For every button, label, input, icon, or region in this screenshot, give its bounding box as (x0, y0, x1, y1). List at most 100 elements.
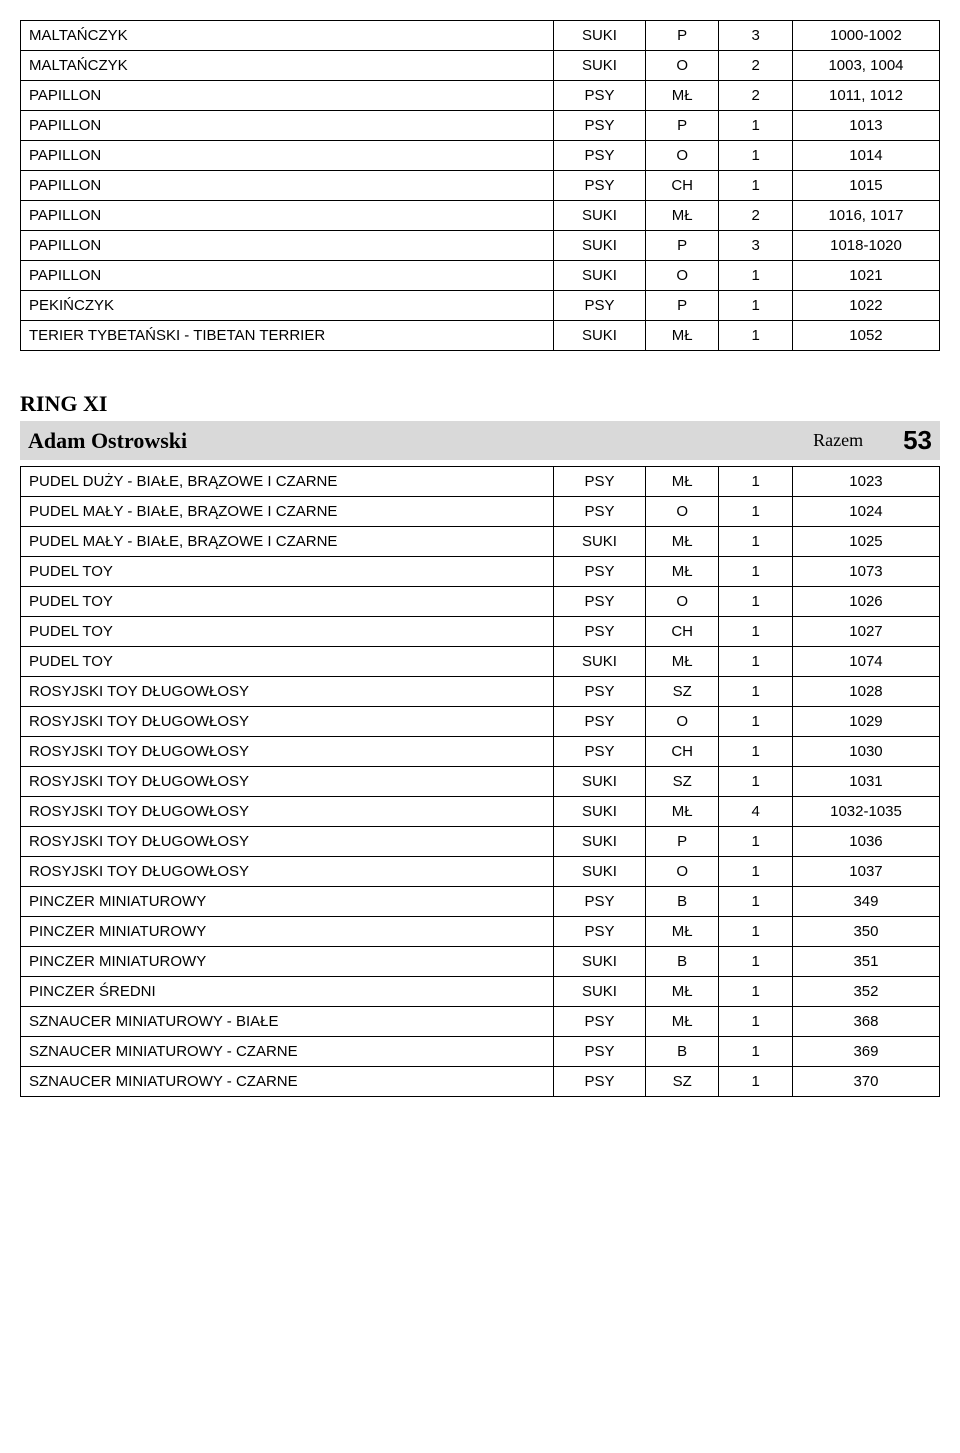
sex-cell: PSY (554, 81, 646, 111)
number-cell: 1018-1020 (792, 231, 939, 261)
breed-cell: PAPILLON (21, 201, 554, 231)
sex-cell: PSY (554, 171, 646, 201)
count-cell: 1 (719, 497, 793, 527)
number-cell: 1030 (792, 737, 939, 767)
class-cell: MŁ (645, 797, 719, 827)
sex-cell: PSY (554, 887, 646, 917)
count-cell: 1 (719, 917, 793, 947)
breed-cell: PAPILLON (21, 141, 554, 171)
table-row: PAPILLONPSYCH11015 (21, 171, 940, 201)
sex-cell: SUKI (554, 51, 646, 81)
number-cell: 1003, 1004 (792, 51, 939, 81)
breed-cell: ROSYJSKI TOY DŁUGOWŁOSY (21, 677, 554, 707)
breed-cell: PINCZER MINIATUROWY (21, 887, 554, 917)
breed-cell: SZNAUCER MINIATUROWY - CZARNE (21, 1067, 554, 1097)
breed-cell: PINCZER MINIATUROWY (21, 917, 554, 947)
judge-total: 53 (903, 425, 932, 456)
table-row: PUDEL MAŁY - BIAŁE, BRĄZOWE I CZARNEPSYO… (21, 497, 940, 527)
number-cell: 370 (792, 1067, 939, 1097)
ring-section-header: RING XI Adam Ostrowski Razem 53 (20, 391, 940, 460)
class-cell: O (645, 51, 719, 81)
count-cell: 1 (719, 677, 793, 707)
breed-cell: PUDEL MAŁY - BIAŁE, BRĄZOWE I CZARNE (21, 527, 554, 557)
number-cell: 1015 (792, 171, 939, 201)
table-row: PUDEL DUŻY - BIAŁE, BRĄZOWE I CZARNEPSYM… (21, 467, 940, 497)
sex-cell: PSY (554, 737, 646, 767)
number-cell: 351 (792, 947, 939, 977)
number-cell: 1028 (792, 677, 939, 707)
table-row: PINCZER MINIATUROWYPSYMŁ1350 (21, 917, 940, 947)
table-row: SZNAUCER MINIATUROWY - CZARNEPSYB1369 (21, 1037, 940, 1067)
class-cell: P (645, 827, 719, 857)
table-row: ROSYJSKI TOY DŁUGOWŁOSYSUKIP11036 (21, 827, 940, 857)
class-cell: MŁ (645, 557, 719, 587)
breed-cell: SZNAUCER MINIATUROWY - CZARNE (21, 1037, 554, 1067)
table-row: PINCZER ŚREDNISUKIMŁ1352 (21, 977, 940, 1007)
breed-cell: PEKIŃCZYK (21, 291, 554, 321)
count-cell: 1 (719, 321, 793, 351)
class-cell: MŁ (645, 977, 719, 1007)
count-cell: 1 (719, 587, 793, 617)
class-cell: P (645, 111, 719, 141)
count-cell: 2 (719, 201, 793, 231)
class-cell: B (645, 1037, 719, 1067)
class-cell: O (645, 261, 719, 291)
class-cell: CH (645, 737, 719, 767)
count-cell: 1 (719, 1007, 793, 1037)
table-row: PUDEL TOYPSYCH11027 (21, 617, 940, 647)
count-cell: 1 (719, 857, 793, 887)
number-cell: 1031 (792, 767, 939, 797)
breed-cell: ROSYJSKI TOY DŁUGOWŁOSY (21, 707, 554, 737)
breed-cell: PAPILLON (21, 231, 554, 261)
class-cell: O (645, 857, 719, 887)
sex-cell: PSY (554, 111, 646, 141)
count-cell: 1 (719, 557, 793, 587)
count-cell: 1 (719, 527, 793, 557)
sex-cell: SUKI (554, 857, 646, 887)
count-cell: 4 (719, 797, 793, 827)
table-row: PAPILLONPSYP11013 (21, 111, 940, 141)
breed-cell: PAPILLON (21, 81, 554, 111)
count-cell: 1 (719, 947, 793, 977)
table-row: PAPILLONPSYO11014 (21, 141, 940, 171)
number-cell: 1074 (792, 647, 939, 677)
table-row: MALTAŃCZYKSUKIO21003, 1004 (21, 51, 940, 81)
class-cell: SZ (645, 767, 719, 797)
count-cell: 1 (719, 111, 793, 141)
class-cell: CH (645, 617, 719, 647)
breed-cell: MALTAŃCZYK (21, 21, 554, 51)
class-cell: B (645, 947, 719, 977)
sex-cell: SUKI (554, 21, 646, 51)
sex-cell: SUKI (554, 647, 646, 677)
breed-cell: PUDEL DUŻY - BIAŁE, BRĄZOWE I CZARNE (21, 467, 554, 497)
number-cell: 349 (792, 887, 939, 917)
table-row: PAPILLONSUKIP31018-1020 (21, 231, 940, 261)
sex-cell: PSY (554, 497, 646, 527)
breed-cell: PINCZER ŚREDNI (21, 977, 554, 1007)
table-row: PINCZER MINIATUROWYPSYB1349 (21, 887, 940, 917)
table-row: MALTAŃCZYKSUKIP31000-1002 (21, 21, 940, 51)
breed-cell: MALTAŃCZYK (21, 51, 554, 81)
class-cell: P (645, 231, 719, 261)
table-row: ROSYJSKI TOY DŁUGOWŁOSYSUKISZ11031 (21, 767, 940, 797)
class-cell: B (645, 887, 719, 917)
class-cell: MŁ (645, 647, 719, 677)
number-cell: 368 (792, 1007, 939, 1037)
table-row: PAPILLONSUKIO11021 (21, 261, 940, 291)
sex-cell: PSY (554, 467, 646, 497)
table-row: PINCZER MINIATUROWYSUKIB1351 (21, 947, 940, 977)
number-cell: 1000-1002 (792, 21, 939, 51)
sex-cell: PSY (554, 617, 646, 647)
number-cell: 1024 (792, 497, 939, 527)
sex-cell: SUKI (554, 947, 646, 977)
table-row: PEKIŃCZYKPSYP11022 (21, 291, 940, 321)
table-row: ROSYJSKI TOY DŁUGOWŁOSYSUKIO11037 (21, 857, 940, 887)
number-cell: 1022 (792, 291, 939, 321)
sex-cell: PSY (554, 141, 646, 171)
breed-cell: PUDEL TOY (21, 647, 554, 677)
count-cell: 3 (719, 231, 793, 261)
table-row: PUDEL TOYPSYO11026 (21, 587, 940, 617)
number-cell: 1011, 1012 (792, 81, 939, 111)
class-cell: MŁ (645, 467, 719, 497)
count-cell: 1 (719, 887, 793, 917)
